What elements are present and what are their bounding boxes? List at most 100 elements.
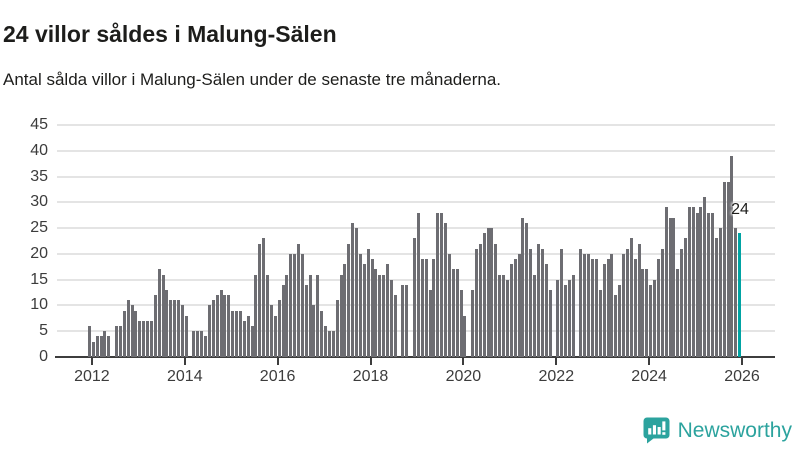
gridline — [57, 176, 775, 178]
bar — [459, 290, 463, 357]
bar — [502, 275, 506, 357]
bar — [625, 249, 629, 357]
bar — [238, 311, 242, 357]
bar — [153, 295, 157, 357]
gridline — [57, 124, 775, 126]
x-tick-label: 2016 — [259, 368, 296, 385]
bar — [351, 223, 355, 357]
x-axis-tick — [369, 358, 372, 365]
gridline — [57, 201, 775, 203]
bar — [374, 269, 378, 357]
bar — [134, 311, 138, 357]
bar — [490, 228, 494, 357]
bar — [250, 326, 254, 357]
bar — [533, 275, 537, 357]
y-tick-label: 45 — [30, 116, 48, 133]
newsworthy-logo[interactable]: Newsworthy — [642, 416, 792, 445]
bar — [610, 254, 614, 357]
bar — [602, 264, 606, 357]
gridline — [57, 150, 775, 152]
bar — [521, 218, 525, 357]
bar — [254, 275, 258, 357]
y-tick-label: 35 — [30, 168, 48, 185]
bar-chart: 0 5 10 15 20 25 30 35 40 45 2012 2014 2016 2018 2020 20… — [30, 116, 775, 385]
x-axis-tick — [276, 358, 279, 365]
bar — [161, 275, 165, 357]
bar — [676, 269, 680, 357]
bar — [707, 213, 711, 357]
bar — [571, 275, 575, 357]
bar — [475, 249, 478, 357]
bar — [339, 275, 343, 357]
x-tick-label: 2014 — [167, 368, 203, 385]
bar — [324, 326, 328, 357]
bar — [440, 213, 444, 357]
page-title: 24 villor såldes i Malung-Sälen — [3, 21, 337, 48]
bar — [517, 254, 521, 357]
bar — [637, 244, 641, 357]
bar — [304, 285, 308, 357]
x-axis-tick — [462, 358, 465, 365]
x-axis-tick — [555, 358, 558, 365]
bar — [300, 254, 304, 357]
bar — [130, 305, 134, 357]
bar — [494, 244, 498, 357]
bar — [173, 300, 177, 357]
bar — [432, 259, 436, 357]
bar — [660, 249, 664, 357]
bar — [560, 249, 564, 357]
bar — [107, 336, 111, 357]
bar — [695, 213, 699, 357]
bar — [327, 331, 331, 357]
bar — [389, 280, 393, 357]
bar — [142, 321, 146, 357]
bar — [366, 249, 370, 357]
x-axis-tick — [183, 358, 186, 365]
bar — [455, 269, 459, 357]
bar — [711, 213, 715, 357]
bar — [99, 336, 103, 357]
bar — [277, 300, 281, 357]
bar — [579, 249, 583, 357]
bar — [726, 182, 730, 357]
bar — [126, 300, 130, 357]
bar — [227, 295, 231, 357]
bar — [393, 295, 397, 357]
highlight-bar — [738, 233, 742, 357]
y-tick-label: 20 — [30, 245, 48, 262]
bar — [606, 259, 610, 357]
bar — [451, 269, 455, 357]
bar — [641, 269, 645, 357]
bar — [293, 254, 297, 357]
x-tick-label: 2012 — [74, 368, 110, 385]
bar — [548, 290, 552, 357]
bar — [215, 295, 219, 357]
bar — [594, 259, 598, 357]
bar — [598, 290, 602, 357]
bar — [424, 259, 428, 357]
bar — [614, 295, 618, 357]
bar — [544, 264, 548, 357]
bar — [355, 228, 359, 357]
bar — [231, 311, 235, 357]
bar — [200, 331, 204, 357]
bar — [683, 238, 687, 357]
y-tick-label: 0 — [39, 348, 48, 365]
x-tick-label: 2024 — [631, 368, 667, 385]
y-tick-label: 5 — [39, 322, 48, 339]
x-axis-tick — [741, 358, 743, 365]
y-tick-label: 30 — [30, 193, 48, 210]
bar — [103, 331, 107, 357]
bar — [405, 285, 409, 357]
bar — [447, 254, 451, 357]
bar — [157, 269, 161, 357]
bar — [687, 207, 691, 357]
bar — [718, 228, 722, 357]
highlight-value-label: 24 — [731, 201, 749, 218]
y-tick-label: 10 — [30, 296, 48, 313]
bar — [649, 285, 653, 357]
bar — [296, 244, 300, 357]
bar — [235, 311, 239, 357]
bar — [734, 228, 738, 357]
bar — [88, 326, 91, 357]
